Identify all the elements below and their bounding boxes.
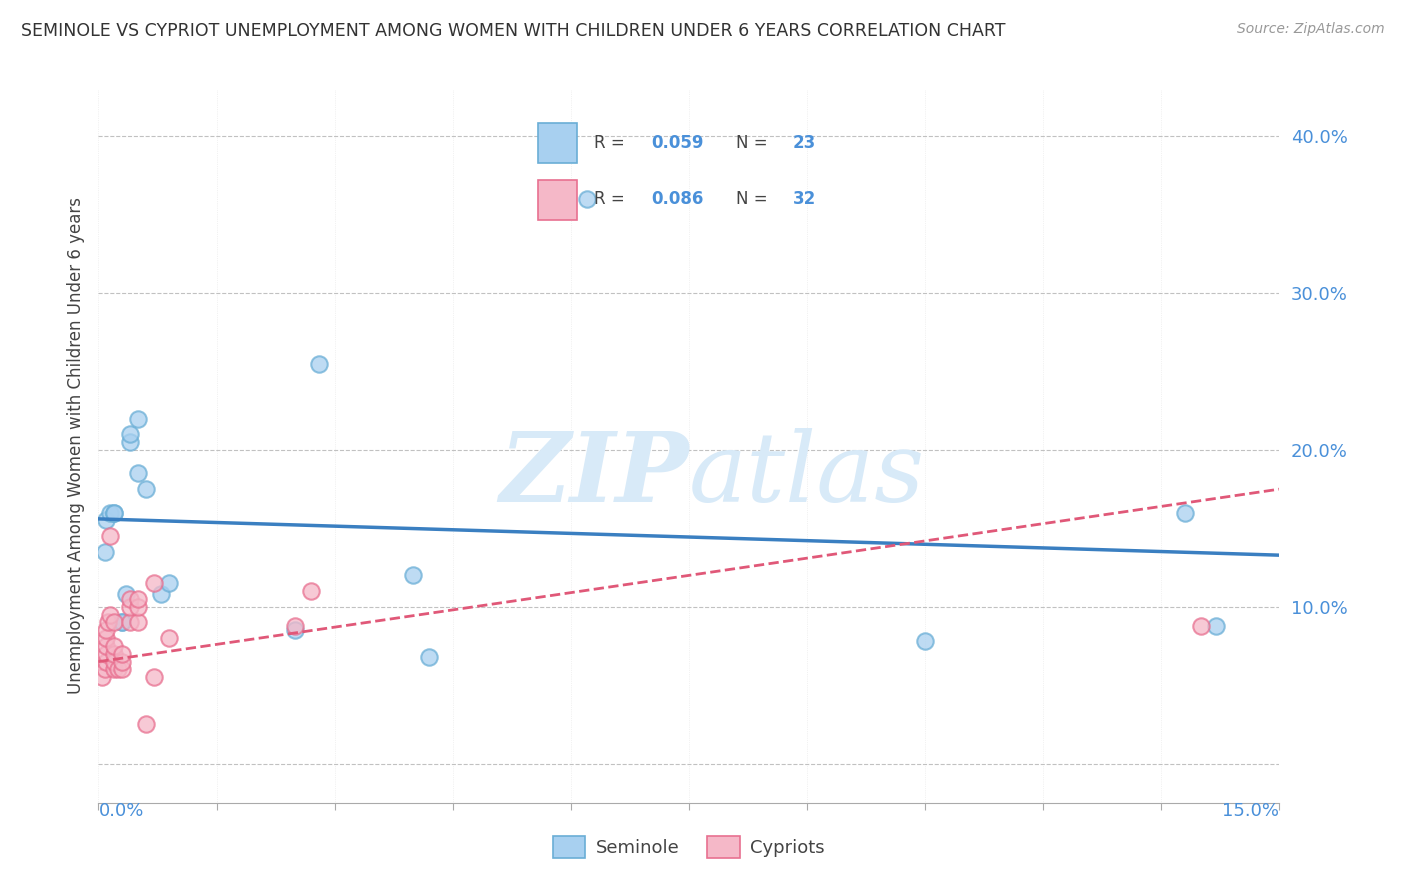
Point <box>111 615 134 630</box>
Point <box>118 599 141 614</box>
Point <box>1189 618 1212 632</box>
Point <box>118 615 141 630</box>
Point <box>142 576 165 591</box>
Point <box>96 647 118 661</box>
Text: Source: ZipAtlas.com: Source: ZipAtlas.com <box>1237 22 1385 37</box>
Point <box>98 506 121 520</box>
Point <box>93 663 115 677</box>
Point <box>914 634 936 648</box>
Text: SEMINOLE VS CYPRIOT UNEMPLOYMENT AMONG WOMEN WITH CHILDREN UNDER 6 YEARS CORRELA: SEMINOLE VS CYPRIOT UNEMPLOYMENT AMONG W… <box>21 22 1005 40</box>
Point <box>418 649 440 664</box>
Point <box>98 607 121 622</box>
Point <box>127 615 149 630</box>
Point <box>127 591 149 606</box>
Point <box>103 647 125 661</box>
Point <box>142 670 165 684</box>
Point <box>135 482 157 496</box>
Point <box>284 624 307 638</box>
Point <box>98 529 121 543</box>
Point <box>96 655 118 669</box>
Legend: Seminole, Cypriots: Seminole, Cypriots <box>546 829 832 865</box>
Point <box>96 639 118 653</box>
Text: 15.0%: 15.0% <box>1222 803 1279 821</box>
Point <box>150 587 173 601</box>
Point <box>284 618 307 632</box>
Point <box>118 427 141 442</box>
Point <box>96 631 118 645</box>
Point <box>111 663 134 677</box>
Point <box>118 591 141 606</box>
Point <box>135 717 157 731</box>
Point <box>115 587 138 601</box>
Point <box>103 639 125 653</box>
Point <box>97 615 120 630</box>
Point <box>103 506 125 520</box>
Point <box>118 435 141 450</box>
Point <box>308 357 330 371</box>
Text: atlas: atlas <box>689 427 925 522</box>
Point <box>111 615 134 630</box>
Point <box>103 615 125 630</box>
Text: 0.0%: 0.0% <box>98 803 143 821</box>
Point <box>1205 618 1227 632</box>
Point <box>575 192 598 206</box>
Point <box>103 663 125 677</box>
Point <box>96 624 118 638</box>
Point <box>103 506 125 520</box>
Point <box>91 670 114 684</box>
Point <box>111 655 134 669</box>
Point <box>103 655 125 669</box>
Text: ZIP: ZIP <box>499 427 689 522</box>
Point <box>157 631 180 645</box>
Point <box>402 568 425 582</box>
Point <box>111 647 134 661</box>
Point <box>96 514 118 528</box>
Y-axis label: Unemployment Among Women with Children Under 6 years: Unemployment Among Women with Children U… <box>66 197 84 695</box>
Point <box>107 663 129 677</box>
Point <box>1174 506 1197 520</box>
Point <box>127 411 149 425</box>
Point <box>93 545 115 559</box>
Point <box>299 584 322 599</box>
Point <box>127 467 149 481</box>
Point <box>127 599 149 614</box>
Point <box>157 576 180 591</box>
